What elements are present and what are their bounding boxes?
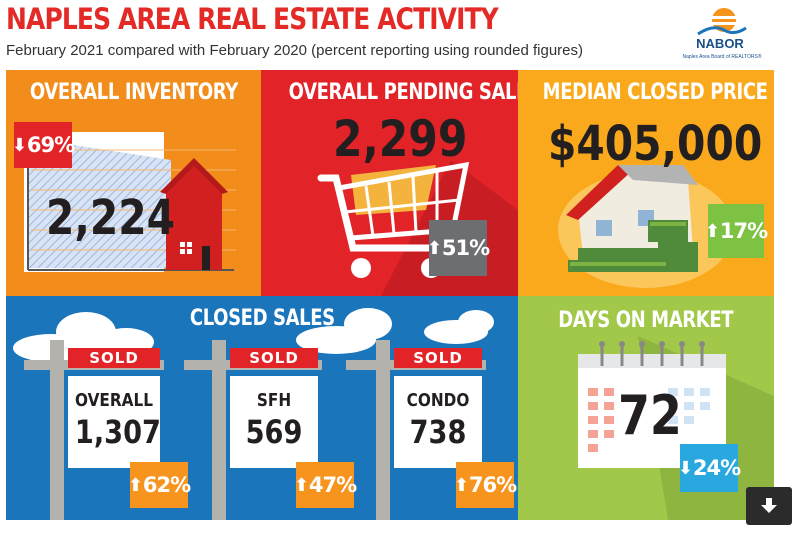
days-value: 72 — [618, 384, 682, 447]
house-money-icon — [558, 165, 734, 288]
arrow-down-icon: ⬇ — [677, 457, 693, 479]
arrow-up-icon: ⬆ — [704, 220, 720, 242]
closed-overall-value: 1,307 — [74, 413, 161, 451]
closed-sales-title: CLOSED SALES — [189, 306, 335, 331]
median-title: MEDIAN CLOSED PRICE — [542, 80, 768, 105]
pending-panel: OVERALL PENDING SALES 2,299 ⬆ 51% — [261, 70, 518, 296]
arrow-up-icon: ⬆ — [293, 474, 309, 496]
logo-name: NABOR — [696, 36, 744, 51]
closed-condo-sign: CONDO 738 — [394, 376, 482, 468]
download-icon — [761, 498, 777, 513]
median-panel: MEDIAN CLOSED PRICE $405,000 ⬆ 17% — [518, 70, 774, 296]
closed-sfh-label: SFH — [256, 390, 292, 411]
pending-value: 2,299 — [333, 110, 468, 168]
inventory-change-badge: ⬇ 69% — [11, 122, 75, 168]
pending-title: OVERALL PENDING SALES — [288, 80, 518, 105]
closed-sfh-change-badge: ⬆ 47% — [293, 462, 357, 508]
median-change-badge: ⬆ 17% — [704, 204, 768, 258]
days-change-badge: ⬇ 24% — [677, 444, 741, 492]
days-panel: DAYS ON MARKET 72 ⬇ 24% — [518, 296, 774, 520]
sold-tag: SOLD — [68, 348, 160, 368]
median-value: $405,000 — [548, 116, 763, 172]
closed-sfh-value: 569 — [245, 413, 303, 451]
sold-tag: SOLD — [230, 348, 318, 368]
pending-change-badge: ⬆ 51% — [426, 220, 490, 276]
closed-overall-label: OVERALL — [74, 390, 154, 411]
closed-overall-change-badge: ⬆ 62% — [127, 462, 191, 508]
logo-tagline: Naples Area Board of REALTORS® — [682, 54, 762, 60]
page-title: NAPLES AREA REAL ESTATE ACTIVITY — [6, 2, 499, 36]
closed-condo-change-badge: ⬆ 76% — [453, 462, 517, 508]
arrow-up-icon: ⬆ — [426, 237, 442, 259]
arrow-up-icon: ⬆ — [127, 474, 143, 496]
days-title: DAYS ON MARKET — [558, 308, 734, 333]
arrow-up-icon: ⬆ — [453, 474, 469, 496]
closed-sfh-sign: SFH 569 — [230, 376, 318, 468]
closed-condo-label: CONDO — [406, 390, 470, 411]
inventory-panel: OVERALL INVENTORY ⬇ 69% 2,224 — [6, 70, 261, 296]
inventory-title: OVERALL INVENTORY — [29, 80, 238, 105]
inventory-graphic — [24, 132, 236, 272]
download-button[interactable] — [746, 487, 792, 525]
arrow-down-icon: ⬇ — [11, 134, 27, 156]
calendar-icon — [578, 336, 774, 520]
inventory-value: 2,224 — [46, 190, 176, 246]
sold-tag: SOLD — [394, 348, 482, 368]
closed-condo-value: 738 — [409, 413, 467, 451]
closed-sales-panel: CLOSED SALES SOLD OVERALL 1,307 ⬆ 62% SOL… — [6, 296, 518, 520]
page-subtitle: February 2021 compared with February 202… — [6, 42, 583, 59]
nabor-logo — [697, 8, 747, 36]
closed-overall-sign: OVERALL 1,307 — [68, 376, 161, 468]
